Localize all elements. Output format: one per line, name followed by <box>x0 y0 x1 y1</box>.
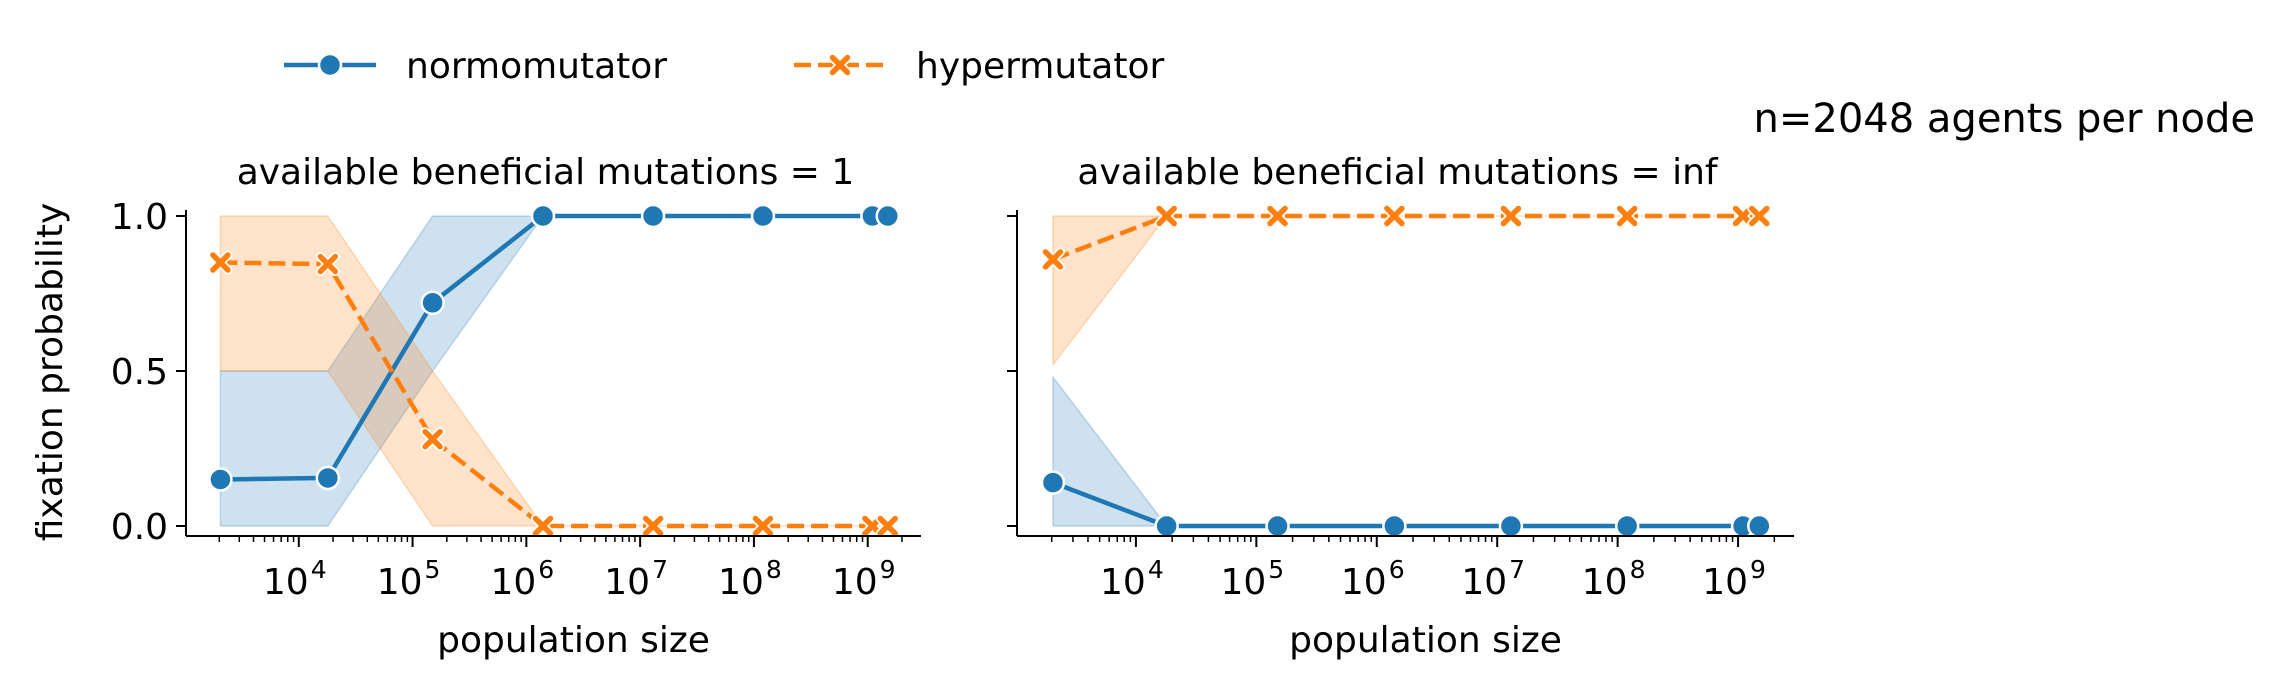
data-point-normomutator <box>315 465 341 491</box>
panel-right: available beneficial mutations = inf 104 1… <box>1007 152 1794 661</box>
x-tick-exponent: 7 <box>1509 555 1525 584</box>
data-point-hypermutator <box>1382 204 1407 228</box>
data-point-hypermutator <box>315 252 340 277</box>
legend-marker <box>828 53 852 77</box>
data-point-hypermutator-stroke-b <box>1749 205 1770 227</box>
legend-marker-stroke-b <box>829 54 851 76</box>
data-point-normomutator <box>420 290 445 316</box>
x-tick-exponent: 7 <box>652 555 668 584</box>
y-tick-label: 0.0 <box>111 507 168 548</box>
data-point-normomutator <box>875 203 901 229</box>
data-point-hypermutator-stroke-b <box>422 428 443 450</box>
ci-band-normomutator <box>1052 374 1760 527</box>
x-tick-exponent: 5 <box>425 555 441 584</box>
data-point-hypermutator-stroke-b <box>1384 205 1405 227</box>
legend-label: normomutator <box>406 46 667 87</box>
data-point-hypermutator <box>1265 204 1290 228</box>
data-point-hypermutator-stroke-b <box>1156 205 1177 227</box>
series-line-hypermutator <box>220 260 888 529</box>
x-tick-label: 108 <box>1582 555 1646 603</box>
data-point-normomutator <box>1498 513 1524 539</box>
data-point-normomutator <box>1154 513 1179 539</box>
data-point-hypermutator-stroke-b <box>877 515 899 537</box>
header-note: n=2048 agents per node <box>1754 96 2255 142</box>
x-tick-exponent: 8 <box>766 555 782 584</box>
x-tick-exponent: 9 <box>880 555 896 584</box>
x-tick-label: 107 <box>1461 555 1525 603</box>
data-point-hypermutator <box>750 514 775 538</box>
data-point-hypermutator <box>1154 204 1179 228</box>
x-tick-label: 107 <box>604 555 668 603</box>
data-point-hypermutator <box>641 514 666 538</box>
ci-band-hypermutator <box>219 215 888 527</box>
ci-band-hypermutator <box>1052 215 1760 368</box>
data-point-hypermutator-stroke-b <box>1042 249 1064 270</box>
data-point-hypermutator-stroke-b <box>317 253 339 275</box>
x-tick-exponent: 4 <box>311 555 327 584</box>
series-line-normomutator <box>220 213 888 482</box>
legend-marker <box>317 52 343 78</box>
panel-title: available beneficial mutations = 1 <box>237 152 855 193</box>
x-tick-label: 109 <box>1702 555 1766 603</box>
data-point-hypermutator <box>1498 204 1523 228</box>
legend-item-hypermutator: hypermutator <box>794 46 1164 87</box>
y-axis-label: fixation probability <box>30 203 71 542</box>
data-point-hypermutator-stroke-b <box>532 515 554 537</box>
data-point-hypermutator-stroke-b <box>1616 205 1638 227</box>
data-point-hypermutator-stroke-b <box>1500 205 1522 227</box>
legend-item-normomutator: normomutator <box>284 46 667 87</box>
x-tick-label: 109 <box>832 555 896 603</box>
panel-title: available beneficial mutations = inf <box>1077 152 1719 193</box>
data-point-hypermutator <box>208 250 233 275</box>
data-point-normomutator <box>208 467 233 492</box>
x-tick-exponent: 5 <box>1268 555 1284 584</box>
data-point-normomutator <box>1747 513 1772 539</box>
series-line-hypermutator <box>1052 213 1760 262</box>
x-axis-label: population size <box>437 620 710 661</box>
x-tick-label: 106 <box>1341 555 1405 603</box>
data-point-normomutator <box>750 203 776 229</box>
x-tick-exponent: 9 <box>1750 555 1766 584</box>
legend-label: hypermutator <box>916 46 1164 87</box>
y-tick-label: 0.5 <box>111 352 168 393</box>
legend: normomutator hypermutator <box>284 46 1164 87</box>
x-tick-exponent: 4 <box>1148 555 1164 584</box>
x-tick-exponent: 6 <box>538 555 554 584</box>
panel-left: available beneficial mutations = 1 0.0 0.5… <box>30 152 921 661</box>
x-axis-label: population size <box>1289 620 1562 661</box>
data-point-hypermutator <box>420 427 445 452</box>
data-point-hypermutator-stroke-b <box>210 252 231 273</box>
x-tick-label: 105 <box>377 555 441 603</box>
data-point-normomutator <box>1382 513 1407 539</box>
data-point-normomutator <box>1040 470 1066 495</box>
data-point-normomutator <box>640 203 666 229</box>
data-point-hypermutator-stroke-b <box>752 515 774 537</box>
x-tick-label: 106 <box>490 555 554 603</box>
data-point-normomutator <box>1265 513 1290 539</box>
data-point-hypermutator <box>1615 204 1640 228</box>
data-point-hypermutator <box>875 514 900 538</box>
data-point-hypermutator <box>530 514 555 538</box>
x-tick-label: 108 <box>718 555 782 603</box>
x-tick-exponent: 6 <box>1389 555 1405 584</box>
x-tick-label: 104 <box>263 555 327 603</box>
data-point-hypermutator-stroke-b <box>1267 205 1288 227</box>
x-tick-exponent: 8 <box>1630 555 1646 584</box>
series-line-normomutator <box>1052 480 1760 529</box>
data-point-hypermutator-stroke-b <box>642 515 664 537</box>
data-point-hypermutator <box>1747 204 1772 228</box>
data-point-hypermutator <box>1040 247 1065 272</box>
data-point-normomutator <box>1614 513 1640 539</box>
x-tick-label: 105 <box>1220 555 1284 603</box>
data-point-normomutator <box>530 203 556 229</box>
x-tick-label: 104 <box>1100 555 1164 603</box>
y-tick-label: 1.0 <box>111 197 168 238</box>
